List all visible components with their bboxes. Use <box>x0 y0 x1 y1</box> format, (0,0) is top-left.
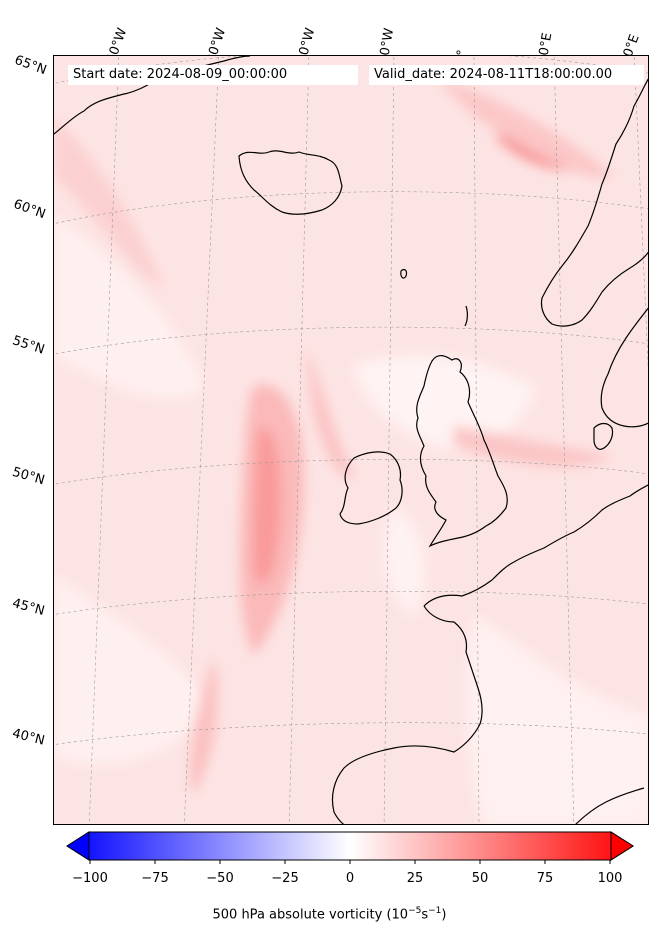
continent-north-coast <box>423 484 648 607</box>
lat-label-45n: 45°N <box>10 596 47 619</box>
colorbar <box>66 831 634 864</box>
valid-date-label: Valid_date: 2024-08-11T18:00:00.00 <box>369 65 644 85</box>
map-canvas <box>54 56 648 824</box>
colorbar-title-exp1: −5 <box>408 906 422 916</box>
iceland-coast <box>238 150 343 215</box>
faroe-coast <box>400 269 408 279</box>
colorbar-title-mid: s <box>421 907 429 923</box>
colorbar-title-prefix: 500 hPa absolute vorticity (10 <box>212 907 409 923</box>
colorbar-tick-label: −75 <box>141 871 169 886</box>
greenland-coast <box>54 56 251 135</box>
colorbar-tick-label: −50 <box>206 871 234 886</box>
start-date-label: Start date: 2024-08-09_00:00:00 <box>68 65 358 85</box>
shetland-coast <box>464 305 468 327</box>
lat-label-50n: 50°N <box>10 464 47 489</box>
colorbar-tick-label: 50 <box>471 871 489 886</box>
colorbar-max-extend <box>610 831 634 861</box>
high-vorticity-bands <box>54 76 614 796</box>
biscay-iberia-coast <box>331 605 483 824</box>
colorbar-tick-label: −25 <box>271 871 299 886</box>
sweden-coast <box>600 307 648 428</box>
colorbar-min-extend <box>66 831 90 861</box>
ireland-coast <box>339 451 403 525</box>
colorbar-tick-label: 0 <box>345 871 355 886</box>
colorbar-tick-label: 25 <box>406 871 424 886</box>
great-britain-coast <box>416 355 508 548</box>
colorbar-title-suffix: ) <box>441 907 447 923</box>
colorbar-title-exp2: −1 <box>428 906 442 916</box>
vorticity-map[interactable] <box>53 55 649 825</box>
colorbar-ticks <box>89 860 611 864</box>
coastlines <box>54 56 648 824</box>
colorbar-tick-label: 100 <box>597 871 623 886</box>
lat-label-60n: 60°N <box>11 196 48 223</box>
graticule <box>54 56 648 824</box>
colorbar-title: 500 hPa absolute vorticity (10−5s−1) <box>0 906 659 922</box>
colorbar-strip <box>66 831 634 861</box>
low-vorticity-regions <box>54 216 648 824</box>
lat-label-65n: 65°N <box>12 52 49 79</box>
colorbar-tick-label: −100 <box>72 871 108 886</box>
mediterranean-coast <box>575 787 645 824</box>
norway-coast <box>540 78 648 327</box>
lat-label-55n: 55°N <box>10 333 47 358</box>
colorbar-tick-label: 75 <box>536 871 554 886</box>
lat-label-40n: 40°N <box>10 726 47 749</box>
denmark-coast <box>593 422 614 450</box>
